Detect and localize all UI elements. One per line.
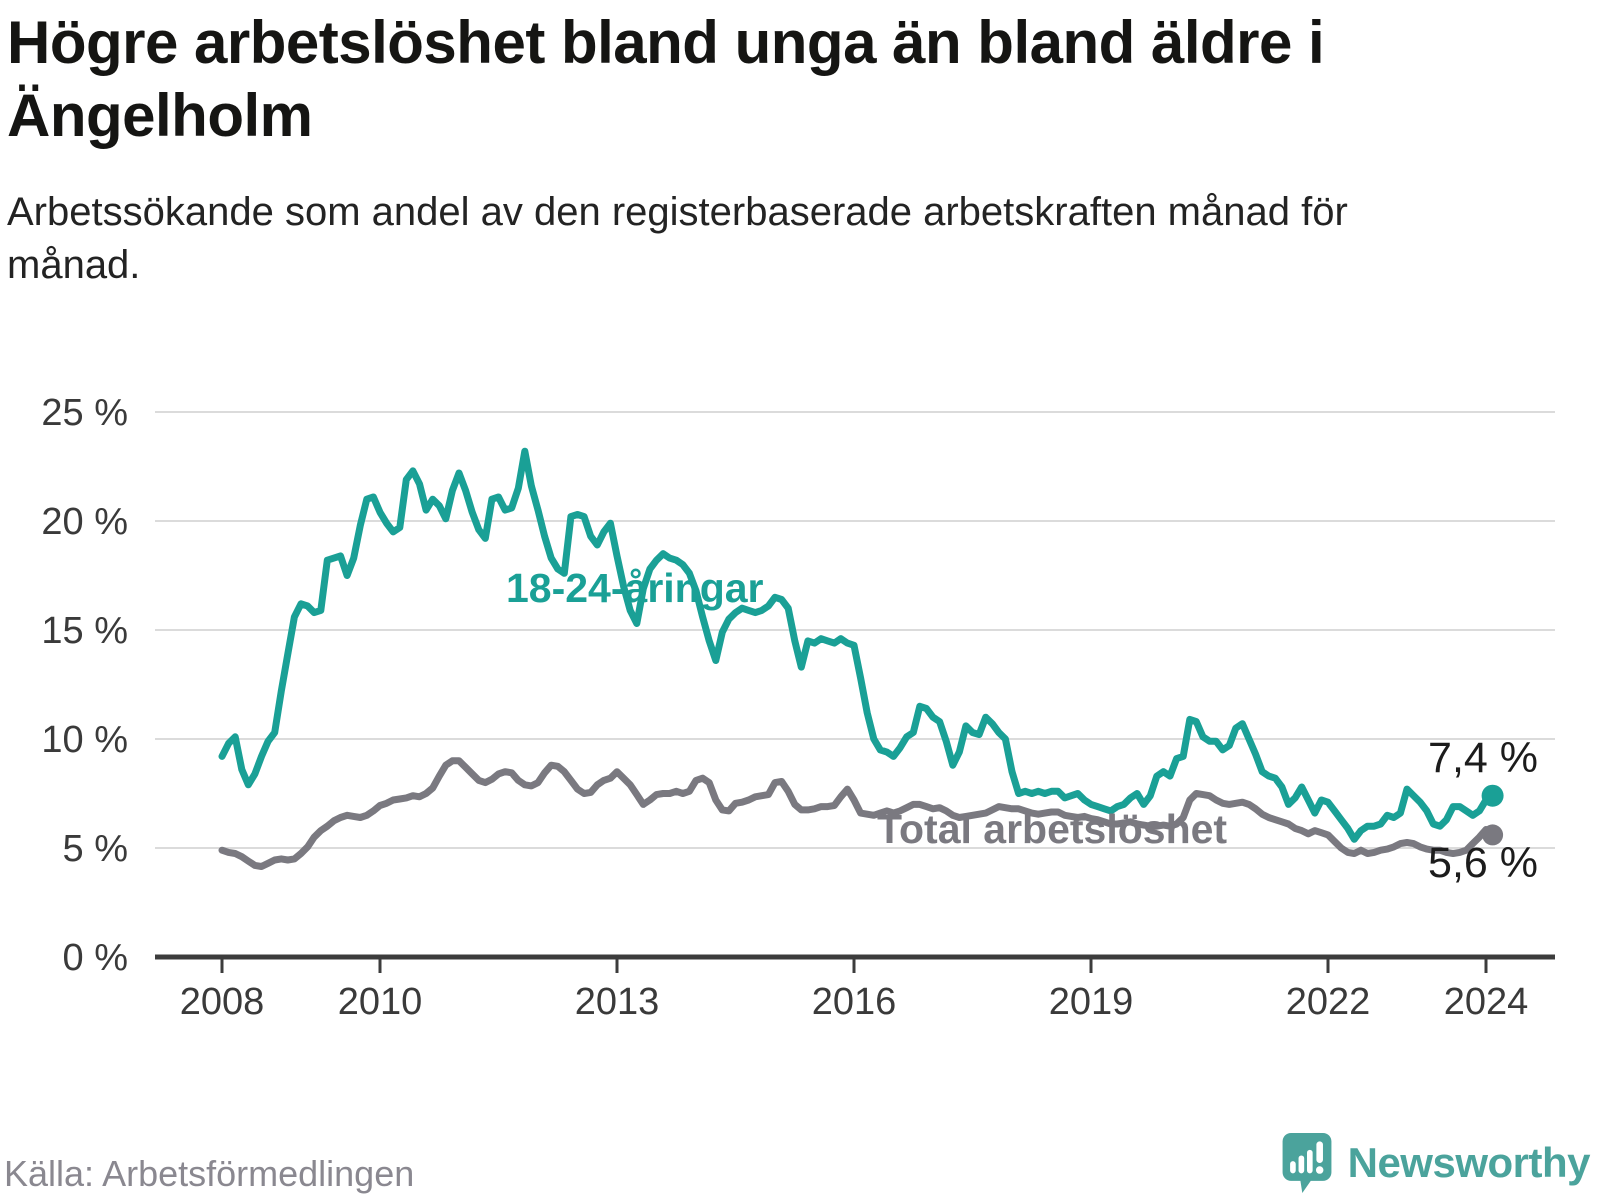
x-axis-labels: 2008 2010 2013 2016 2019 2022 2024 (180, 981, 1529, 1023)
endpoint-dot-youth (1481, 784, 1504, 807)
chart-subtitle: Arbetssökande som andel av den registerb… (7, 190, 1348, 288)
newsworthy-logo-icon (1282, 1132, 1332, 1194)
x-axis-label-2013: 2013 (575, 981, 660, 1023)
x-axis-label-2019: 2019 (1049, 981, 1134, 1023)
newsworthy-logo-text: Newsworthy (1347, 1139, 1591, 1186)
chart-header: Högre arbetslöshet bland unga än bland ä… (7, 6, 1582, 292)
newsworthy-logo: Newsworthy (1281, 1132, 1591, 1194)
source-note: Källa: Arbetsförmedlingen (4, 1153, 415, 1194)
series-line-youth (218, 447, 1497, 843)
y-axis-label-15: 15 % (41, 610, 128, 652)
y-axis-label-5: 5 % (63, 828, 128, 870)
y-axis-label-0: 0 % (63, 937, 128, 979)
page-title: Högre arbetslöshet bland unga än bland ä… (7, 9, 1325, 150)
gridlines (155, 411, 1555, 849)
x-axis-label-2022: 2022 (1286, 981, 1371, 1023)
endpoint-dot-total (1482, 824, 1504, 846)
series-line-total (218, 757, 1497, 870)
y-axis-label-25: 25 % (41, 392, 128, 434)
x-axis-label-2008: 2008 (180, 981, 265, 1023)
end-value-label-total: 5,6 % (1428, 839, 1538, 887)
x-axis-label-2016: 2016 (812, 981, 897, 1023)
end-value-label-youth: 7,4 % (1428, 734, 1538, 782)
series-label-total: Total arbetslöshet (877, 806, 1227, 852)
y-axis-labels: 0 % 5 % 10 % 15 % 20 % 25 % (41, 392, 128, 979)
x-axis-ticks (220, 957, 1488, 973)
y-axis-label-10: 10 % (41, 719, 128, 761)
x-axis-label-2010: 2010 (338, 981, 423, 1023)
series-label-youth: 18-24-åringar (506, 565, 764, 611)
y-axis-label-20: 20 % (41, 501, 128, 543)
x-axis-label-2024: 2024 (1444, 981, 1529, 1023)
